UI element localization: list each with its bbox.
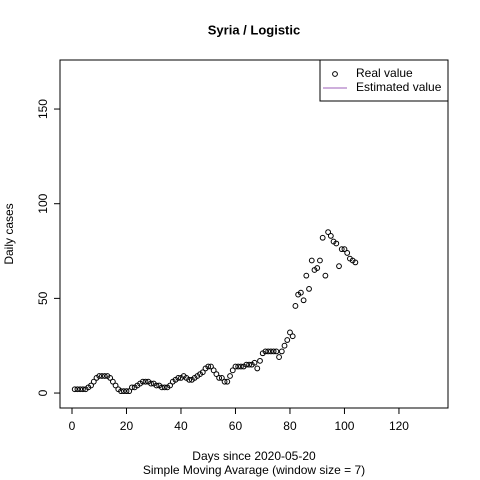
point: [129, 384, 135, 391]
point: [224, 378, 231, 385]
point: [278, 348, 285, 355]
point: [341, 246, 348, 253]
legend-label: Real value: [356, 66, 413, 80]
point: [265, 348, 272, 355]
point: [213, 371, 220, 378]
x-tick-label: 120: [389, 419, 409, 433]
y-tick-label: 0: [36, 389, 50, 396]
point: [300, 297, 307, 304]
point: [118, 388, 124, 395]
point: [96, 373, 103, 379]
point: [292, 303, 299, 309]
point: [284, 337, 291, 343]
point: [221, 378, 228, 385]
point: [333, 240, 340, 247]
point: [352, 259, 359, 266]
point: [205, 363, 212, 370]
point: [88, 382, 94, 389]
point: [210, 367, 217, 374]
point: [74, 386, 81, 393]
point: [167, 382, 173, 389]
point: [243, 361, 250, 368]
x-tick-label: 0: [69, 419, 76, 433]
point: [123, 388, 130, 395]
point: [232, 363, 239, 370]
point: [287, 329, 293, 336]
y-tick-label: 50: [36, 291, 50, 305]
point: [79, 386, 86, 393]
y-tick-label: 100: [36, 193, 50, 213]
point: [235, 363, 242, 370]
point: [262, 348, 269, 355]
point: [175, 374, 182, 381]
x-tick-label: 80: [283, 419, 297, 433]
subtitle: Simple Moving Avarage (window size = 7): [143, 463, 365, 477]
point: [159, 384, 165, 391]
point: [338, 246, 345, 253]
point: [218, 374, 225, 381]
y-tick-label: 150: [36, 99, 50, 119]
point: [120, 388, 127, 395]
point: [71, 386, 78, 393]
legend-symbol: [332, 71, 338, 77]
point: [297, 289, 304, 296]
point: [322, 272, 329, 279]
point: [289, 333, 296, 340]
point: [238, 363, 244, 370]
point: [229, 367, 236, 374]
x-axis-label: Days since 2020-05-20: [192, 449, 316, 463]
point: [314, 265, 321, 271]
point: [325, 229, 332, 236]
y-axis-label: Daily cases: [2, 203, 16, 264]
point: [107, 374, 114, 381]
point: [142, 378, 149, 385]
point: [303, 272, 310, 279]
x-tick-label: 60: [229, 419, 243, 433]
point: [281, 342, 288, 349]
legend-label: Estimated value: [356, 80, 442, 94]
x-tick-label: 40: [174, 419, 188, 433]
point: [153, 382, 160, 389]
point: [161, 384, 168, 391]
point: [109, 378, 116, 385]
point: [90, 378, 97, 385]
point: [216, 374, 223, 381]
point: [126, 388, 133, 395]
point: [327, 232, 334, 239]
point: [227, 373, 233, 379]
point: [148, 380, 154, 387]
point: [319, 234, 326, 241]
point: [99, 373, 105, 379]
point: [308, 257, 315, 264]
point: [254, 365, 261, 372]
point: [273, 348, 280, 355]
point: [112, 382, 119, 389]
point: [267, 348, 274, 355]
point: [208, 363, 214, 370]
point: [317, 257, 323, 264]
point: [186, 376, 193, 383]
point: [336, 263, 342, 270]
point: [344, 250, 351, 256]
point: [270, 348, 277, 355]
point: [101, 373, 108, 379]
point: [199, 369, 206, 376]
point: [257, 357, 263, 364]
point: [306, 286, 312, 292]
point: [251, 359, 258, 366]
chart-title: Syria / Logistic: [208, 22, 300, 37]
point: [246, 361, 252, 368]
point: [139, 378, 146, 385]
point: [276, 354, 282, 360]
x-tick-label: 20: [120, 419, 134, 433]
legend-box: [319, 59, 449, 102]
point: [77, 386, 84, 393]
plot-frame: [59, 59, 449, 409]
x-tick-label: 100: [334, 419, 354, 433]
